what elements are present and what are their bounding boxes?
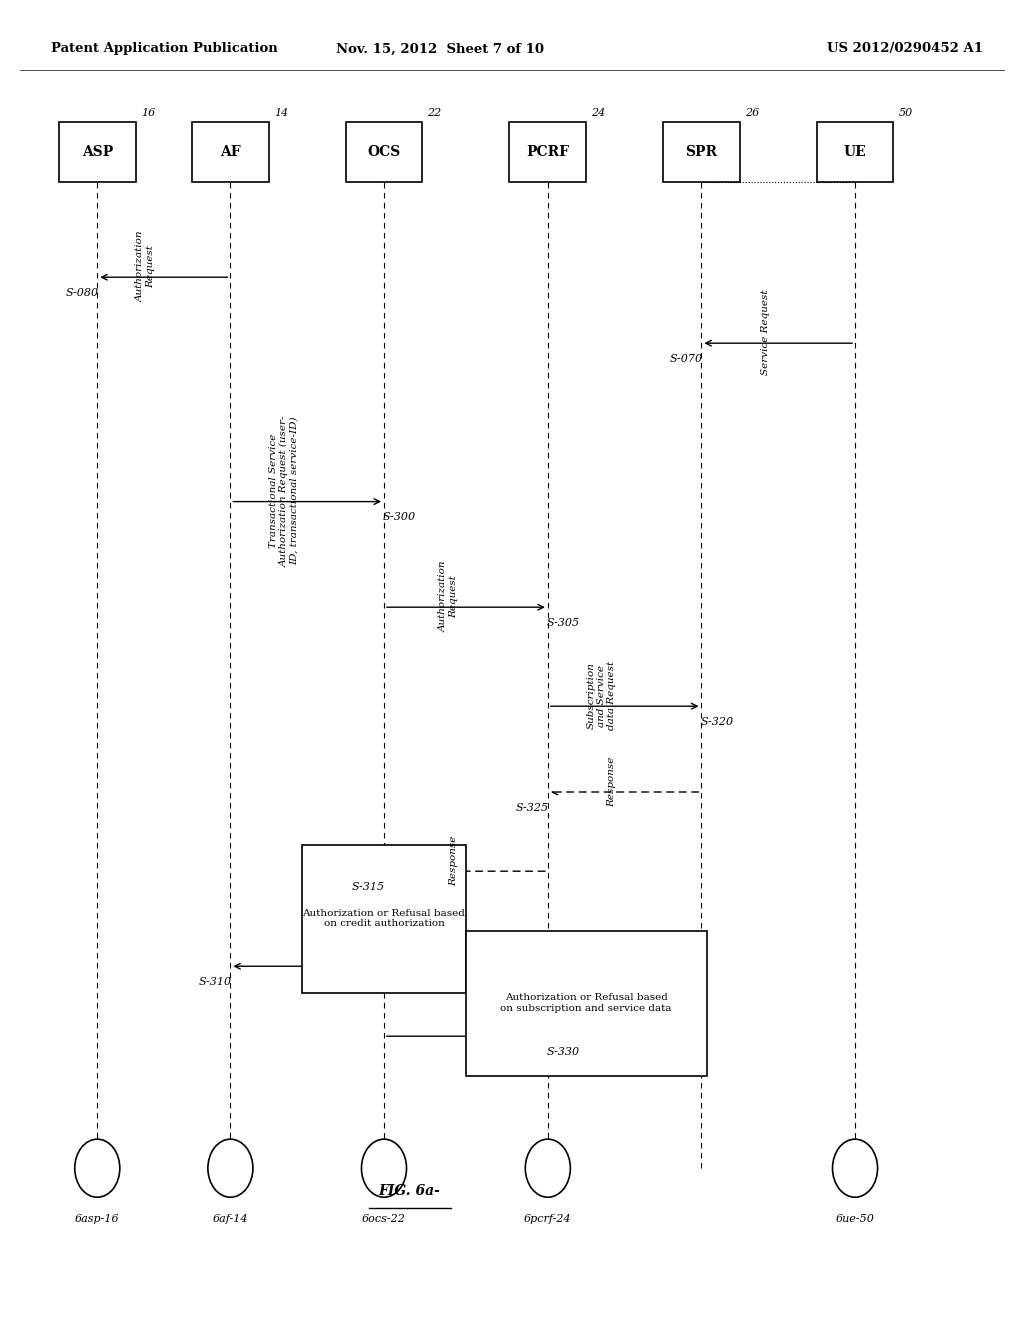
Text: S-080: S-080 — [66, 288, 98, 298]
Bar — [302, 845, 466, 993]
Text: Nov. 15, 2012  Sheet 7 of 10: Nov. 15, 2012 Sheet 7 of 10 — [336, 42, 545, 55]
Text: 14: 14 — [274, 108, 288, 119]
Text: S-315: S-315 — [352, 882, 385, 892]
Circle shape — [525, 1139, 570, 1197]
Text: 26: 26 — [745, 108, 759, 119]
Text: AF: AF — [220, 145, 241, 158]
Text: Authorization
Request: Authorization Request — [136, 231, 156, 302]
Text: Response: Response — [449, 836, 458, 886]
Text: 6ocs-22: 6ocs-22 — [362, 1214, 406, 1225]
Text: 6af-14: 6af-14 — [213, 1214, 248, 1225]
Bar — [466, 931, 707, 1076]
Bar — [346, 121, 423, 181]
Text: UE: UE — [844, 145, 866, 158]
Text: Authorization or Refusal based
on credit authorization: Authorization or Refusal based on credit… — [302, 909, 466, 928]
Circle shape — [361, 1139, 407, 1197]
Text: S-305: S-305 — [547, 618, 580, 628]
Text: Transactional Service
Authorization Request (user-
ID, transactional service-ID): Transactional Service Authorization Requ… — [269, 416, 299, 566]
Text: 16: 16 — [141, 108, 155, 119]
Bar — [817, 121, 893, 181]
Text: Service Request: Service Request — [761, 290, 770, 375]
Text: S-310: S-310 — [199, 977, 231, 987]
Text: 6ue-50: 6ue-50 — [836, 1214, 874, 1225]
Text: Patent Application Publication: Patent Application Publication — [51, 42, 278, 55]
Text: US 2012/0290452 A1: US 2012/0290452 A1 — [827, 42, 983, 55]
Text: S-070: S-070 — [670, 354, 702, 364]
Text: OCS: OCS — [368, 145, 400, 158]
Text: S-320: S-320 — [700, 717, 733, 727]
Text: 6asp-16: 6asp-16 — [75, 1214, 120, 1225]
Text: Subscription
and Service
data Request: Subscription and Service data Request — [587, 661, 616, 730]
Circle shape — [75, 1139, 120, 1197]
Bar — [664, 121, 739, 181]
Text: S-325: S-325 — [516, 803, 549, 813]
Bar — [510, 121, 586, 181]
Text: Authorization
Request: Authorization Request — [438, 561, 458, 632]
Text: 6pcrf-24: 6pcrf-24 — [524, 1214, 571, 1225]
Text: 22: 22 — [428, 108, 441, 119]
Text: Authorization or Refusal based
on subscription and service data: Authorization or Refusal based on subscr… — [501, 994, 672, 1012]
Circle shape — [208, 1139, 253, 1197]
Text: S-300: S-300 — [383, 512, 416, 523]
Circle shape — [833, 1139, 878, 1197]
Bar — [193, 121, 268, 181]
Text: FIG. 6a-: FIG. 6a- — [379, 1184, 440, 1197]
Text: S-330: S-330 — [547, 1047, 580, 1057]
Text: ASP: ASP — [82, 145, 113, 158]
Text: PCRF: PCRF — [526, 145, 569, 158]
Text: 24: 24 — [592, 108, 605, 119]
Text: 50: 50 — [899, 108, 912, 119]
Text: Response: Response — [607, 756, 616, 807]
Bar — [59, 121, 135, 181]
Text: SPR: SPR — [685, 145, 718, 158]
